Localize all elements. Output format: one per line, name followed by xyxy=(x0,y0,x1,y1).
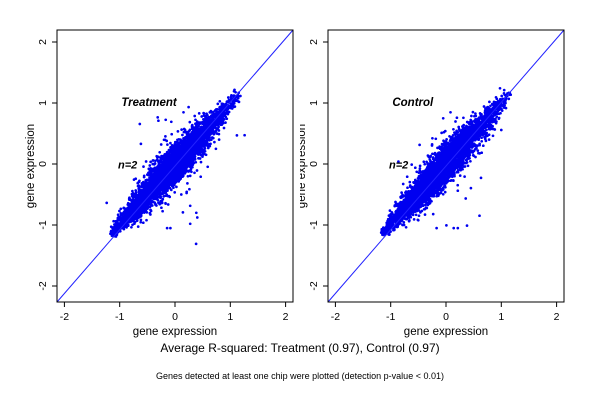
y-tick-label: -2 xyxy=(308,281,320,290)
treatment-scatter-panel: -2 -1 0 1 2 -2 -1 0 1 2 gene expression gene expres… xyxy=(25,29,294,338)
x-tick-label: 2 xyxy=(554,311,560,323)
x-tick-label: -1 xyxy=(386,311,395,323)
y-tick-label: -1 xyxy=(308,220,320,229)
n-annotation: n=2 xyxy=(389,159,408,171)
x-tick-label: 1 xyxy=(227,311,233,323)
x-tick-label: -1 xyxy=(115,311,124,323)
identity-line xyxy=(327,29,565,303)
n-annotation: n=2 xyxy=(118,159,137,171)
detection-note: Genes detected at least one chip were pl… xyxy=(156,371,444,381)
x-tick-label: 0 xyxy=(172,311,178,323)
x-axis-label: gene expression xyxy=(133,326,217,338)
panel-title: Treatment xyxy=(121,97,178,109)
identity-line xyxy=(56,29,294,303)
y-axis-label: gene expression xyxy=(300,124,308,208)
y-axis-label: gene expression xyxy=(25,124,37,208)
y-tick-label: 2 xyxy=(37,39,49,45)
x-axis-label: gene expression xyxy=(404,326,488,338)
y-tick-label: 2 xyxy=(308,39,320,45)
panel-title: Control xyxy=(392,97,434,109)
x-tick-label: 0 xyxy=(443,311,449,323)
y-tick-label: 1 xyxy=(37,100,49,106)
control-scatter-panel: -2 -1 0 1 2 -2 -1 0 1 2 gene expression gene expres… xyxy=(300,29,565,338)
y-tick-label: 1 xyxy=(308,100,320,106)
x-tick-label: 2 xyxy=(283,311,289,323)
r-squared-summary: Average R-squared: Treatment (0.97), Con… xyxy=(160,341,440,355)
x-tick-label: -2 xyxy=(60,311,69,323)
y-tick-label: -2 xyxy=(37,281,49,290)
y-tick-label: -1 xyxy=(37,220,49,229)
x-tick-label: -2 xyxy=(331,311,340,323)
x-tick-label: 1 xyxy=(498,311,504,323)
scatter-points xyxy=(105,88,246,246)
y-tick-label: 0 xyxy=(308,161,320,167)
y-tick-label: 0 xyxy=(37,161,49,167)
